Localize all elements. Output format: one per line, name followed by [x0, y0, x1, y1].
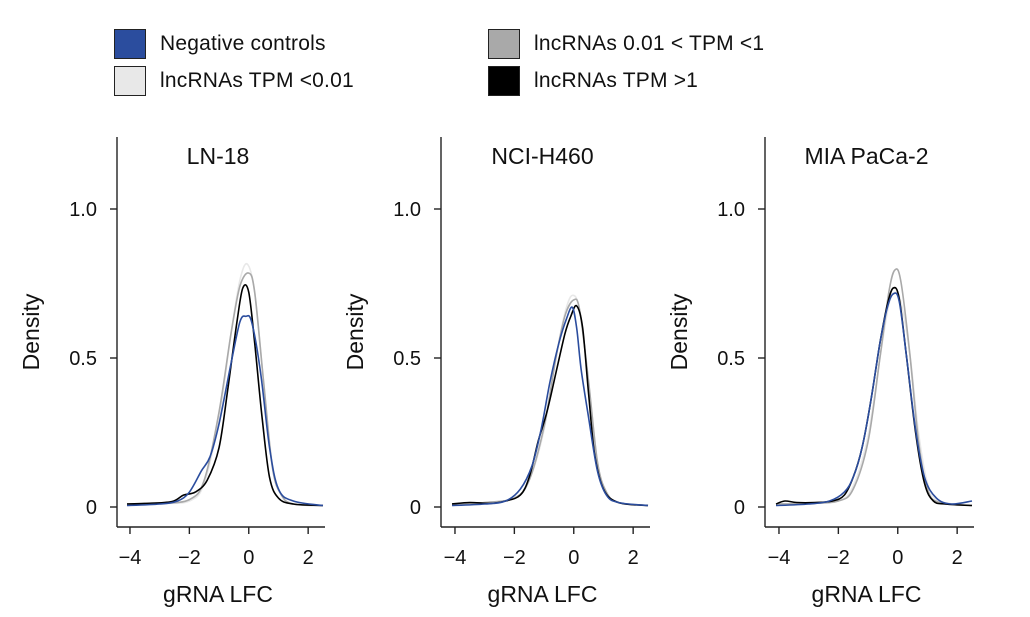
x-axis-label: gRNA LFC — [488, 581, 598, 607]
density-line-lncrnas-0-01-tpm-1 — [126, 272, 324, 507]
x-tick-label: 0 — [243, 547, 254, 569]
y-tick-label: 0 — [86, 497, 97, 519]
density-line-lncrnas-0-01-tpm-1 — [775, 268, 973, 507]
x-axis-label: gRNA LFC — [163, 581, 273, 607]
chart-panel-2: 0 0.5 1.0 −4 −2 0 2 MIA PaCa-2 gRNA LFC Density — [666, 137, 974, 607]
x-tick-label: 2 — [303, 547, 314, 569]
density-line-lncrnas-tpm-0-01 — [126, 262, 324, 507]
legend-item-tpm-low: lncRNAs TPM <0.01 — [114, 64, 354, 98]
y-tick-label: 0.5 — [393, 348, 421, 370]
panel-title: NCI-H460 — [491, 143, 593, 169]
y-tick-label: 0 — [734, 497, 745, 519]
x-tick-label: −4 — [768, 547, 791, 569]
x-tick-label: 2 — [628, 547, 639, 569]
legend-swatch — [114, 66, 146, 96]
y-tick-label: 0.5 — [717, 348, 745, 370]
legend-label: lncRNAs TPM <0.01 — [160, 69, 354, 92]
x-axis-label: gRNA LFC — [812, 581, 922, 607]
x-tick-label: −4 — [119, 547, 142, 569]
y-tick-label: 0.5 — [69, 348, 97, 370]
y-tick-label: 0 — [410, 497, 421, 519]
chart-panel-1: 0 0.5 1.0 −4 −2 0 2 NCI-H460 gRNA LFC Density — [342, 137, 650, 607]
legend-label: lncRNAs TPM >1 — [534, 69, 699, 92]
y-tick-label: 1.0 — [393, 199, 421, 221]
panel-title: MIA PaCa-2 — [805, 143, 929, 169]
legend-item-negative-controls: Negative controls — [114, 27, 326, 61]
legend-swatch — [488, 29, 520, 59]
y-tick-label: 1.0 — [69, 199, 97, 221]
y-tick-label: 1.0 — [717, 199, 745, 221]
legend-item-tpm-high: lncRNAs TPM >1 — [488, 64, 698, 98]
legend-label: Negative controls — [160, 32, 326, 55]
density-line-negative-controls — [126, 314, 324, 507]
chart-panel-0: 0 0.5 1.0 −4 −2 0 2 LN-18 gRNA LFC Density — [18, 137, 325, 607]
x-tick-label: 2 — [952, 547, 963, 569]
x-tick-label: 0 — [892, 547, 903, 569]
y-axis-label: Density — [342, 293, 368, 370]
density-line-lncrnas-tpm-1 — [451, 304, 649, 507]
density-line-negative-controls — [451, 306, 649, 507]
legend-swatch — [114, 29, 146, 59]
y-axis-label: Density — [18, 293, 44, 370]
density-line-lncrnas-tpm-1 — [126, 283, 324, 507]
x-tick-label: −2 — [178, 547, 201, 569]
panel-title: LN-18 — [187, 143, 250, 169]
legend-item-tpm-mid: lncRNAs 0.01 < TPM <1 — [488, 27, 764, 61]
x-tick-label: 0 — [568, 547, 579, 569]
y-axis-label: Density — [666, 293, 692, 370]
density-line-negative-controls — [775, 292, 973, 507]
legend-swatch — [488, 66, 520, 96]
legend-label: lncRNAs 0.01 < TPM <1 — [534, 32, 765, 55]
x-tick-label: −2 — [503, 547, 526, 569]
x-tick-label: −2 — [827, 547, 850, 569]
x-tick-label: −4 — [444, 547, 467, 569]
